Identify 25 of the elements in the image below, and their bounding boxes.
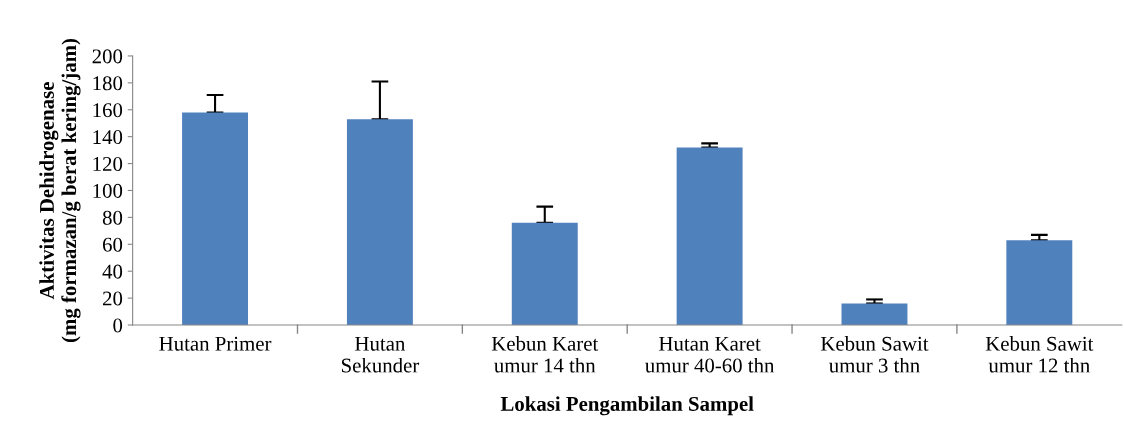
y-tick-label: 160 — [93, 103, 123, 118]
x-axis-title: Lokasi Pengambilan Sampel — [500, 396, 754, 416]
x-tick-label: Hutan Primer — [159, 336, 272, 351]
y-axis-title: Aktivitas Dehidrogenase (mg formazan/g berat kering/jam) — [39, 38, 81, 343]
y-tick-label: 180 — [93, 76, 123, 91]
bar — [511, 222, 578, 326]
x-tick-label: Kebun Karet umur 14 thn — [491, 336, 599, 373]
y-tick-label: 100 — [93, 183, 123, 198]
bar — [346, 119, 413, 326]
y-tick-label: 120 — [93, 156, 123, 171]
x-tick-label: Hutan Sekunder — [341, 336, 420, 373]
x-tick-label: Kebun Sawit umur 3 thn — [820, 336, 929, 373]
y-tick-label: 80 — [102, 210, 123, 225]
y-tick-label: 40 — [102, 264, 123, 279]
y-tick-label: 200 — [92, 49, 123, 64]
bar — [1006, 240, 1073, 326]
x-tick-label: Kebun Sawit umur 12 thn — [985, 336, 1094, 373]
x-tick-label: Hutan Karet umur 40-60 thn — [645, 336, 775, 373]
y-tick-label: 140 — [93, 130, 123, 145]
y-tick-label: 20 — [102, 291, 123, 306]
bar — [676, 147, 743, 326]
y-tick-label: 60 — [102, 237, 123, 252]
bar — [182, 112, 249, 326]
y-tick-label: 0 — [113, 318, 123, 333]
bar — [841, 303, 908, 326]
